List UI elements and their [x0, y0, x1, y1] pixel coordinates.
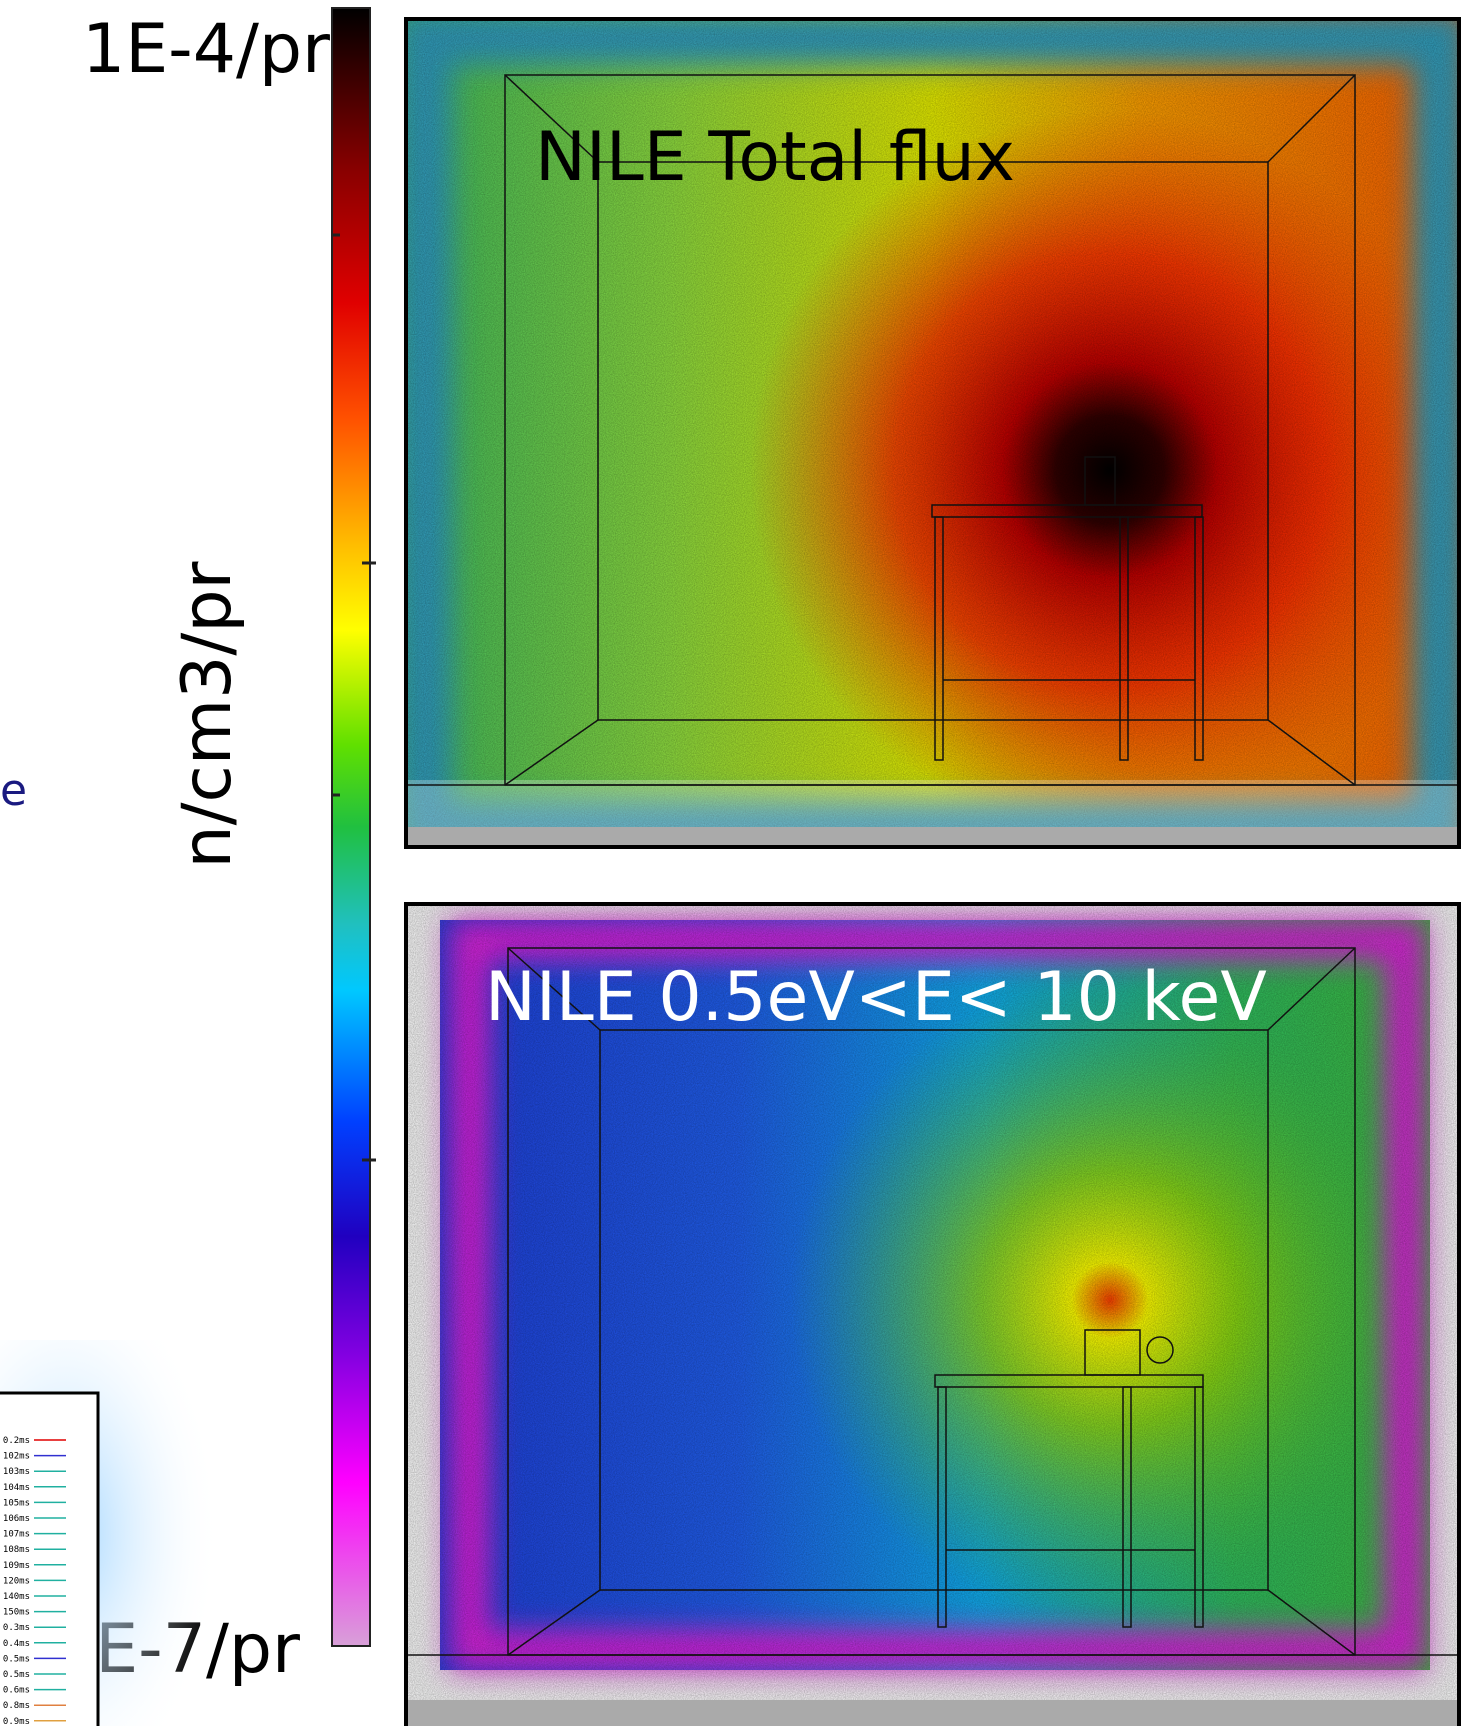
legend-label: 0.6ms	[3, 1686, 30, 1696]
top-heatmap	[408, 21, 1457, 845]
legend-label: 150ms	[3, 1608, 30, 1618]
colorbar-title: n/cm3/pr	[168, 561, 247, 868]
bottom-room	[408, 947, 1457, 1656]
legend-label: 0.5ms	[3, 1654, 30, 1664]
bottom-frame	[404, 902, 1461, 1726]
legend-label: 106ms	[3, 1514, 30, 1524]
legend-box	[0, 1391, 100, 1726]
legend-label: 0.2ms	[3, 1436, 30, 1446]
legend-label: 120ms	[3, 1576, 30, 1586]
legend-label: 0.4ms	[3, 1639, 30, 1649]
legend-label: 105ms	[3, 1498, 30, 1508]
side-text: e	[0, 765, 27, 816]
legend-label: 0.9ms	[3, 1717, 30, 1726]
legend-label: 109ms	[3, 1561, 30, 1571]
legend: 0.2ms 102ms 103ms 104ms 105ms 106ms 107ms 108ms…	[3, 1436, 66, 1726]
top-frame	[404, 17, 1461, 849]
legend-label: 108ms	[3, 1545, 30, 1555]
legend-label: 103ms	[3, 1467, 30, 1477]
legend-label: 107ms	[3, 1530, 30, 1540]
legend-label: 140ms	[3, 1592, 30, 1602]
legend-label: 0.5ms	[3, 1670, 30, 1680]
colorbar-ticks	[332, 233, 376, 1162]
legend-label: 0.8ms	[3, 1701, 30, 1711]
legend-label: 0.3ms	[3, 1623, 30, 1633]
top-room	[408, 74, 1457, 786]
bottom-panel-title: NILE 0.5eV<E< 10 keV	[485, 958, 1267, 1037]
legend-label: 102ms	[3, 1452, 30, 1462]
legend-label: 104ms	[3, 1483, 30, 1493]
colorbar-max-label: 1E-4/pr	[82, 10, 330, 89]
top-panel-title: NILE Total flux	[535, 118, 1015, 197]
colorbar	[331, 7, 371, 1647]
